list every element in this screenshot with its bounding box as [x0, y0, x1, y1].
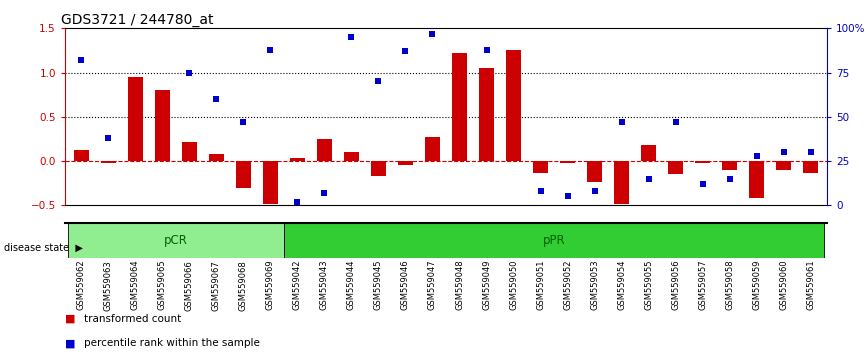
- Text: ■: ■: [65, 338, 75, 348]
- Point: [480, 47, 494, 52]
- Bar: [425, 137, 440, 161]
- Bar: [695, 161, 710, 163]
- Bar: [506, 51, 521, 161]
- Point: [695, 181, 709, 187]
- Text: disease state  ▶: disease state ▶: [4, 243, 83, 253]
- Bar: [398, 161, 413, 166]
- Bar: [74, 149, 88, 161]
- Text: transformed count: transformed count: [84, 314, 181, 324]
- Point: [372, 79, 385, 84]
- Bar: [100, 161, 116, 163]
- Bar: [263, 161, 278, 204]
- Bar: [722, 161, 737, 170]
- Bar: [371, 161, 386, 176]
- Bar: [614, 161, 629, 204]
- Bar: [290, 158, 305, 161]
- Point: [236, 119, 250, 125]
- Point: [290, 199, 304, 205]
- Bar: [749, 161, 764, 198]
- Point: [318, 190, 332, 196]
- Bar: [128, 77, 143, 161]
- Bar: [68, 223, 284, 258]
- Point: [804, 149, 818, 155]
- Point: [183, 70, 197, 75]
- Point: [263, 47, 277, 52]
- Bar: [284, 223, 824, 258]
- Text: pCR: pCR: [164, 234, 188, 247]
- Bar: [344, 152, 359, 161]
- Bar: [236, 161, 251, 188]
- Point: [588, 188, 602, 194]
- Point: [533, 188, 547, 194]
- Bar: [776, 161, 792, 170]
- Text: ■: ■: [65, 314, 75, 324]
- Bar: [452, 53, 467, 161]
- Bar: [804, 161, 818, 173]
- Point: [642, 176, 656, 182]
- Bar: [587, 161, 602, 182]
- Point: [398, 48, 412, 54]
- Bar: [209, 154, 223, 161]
- Point: [74, 57, 88, 63]
- Text: GDS3721 / 244780_at: GDS3721 / 244780_at: [61, 13, 214, 27]
- Point: [615, 119, 629, 125]
- Bar: [641, 145, 656, 161]
- Bar: [317, 139, 332, 161]
- Bar: [560, 161, 575, 163]
- Bar: [479, 68, 494, 161]
- Bar: [182, 142, 197, 161]
- Point: [101, 135, 115, 141]
- Point: [425, 31, 439, 36]
- Point: [210, 96, 223, 102]
- Text: percentile rank within the sample: percentile rank within the sample: [84, 338, 260, 348]
- Point: [750, 153, 764, 159]
- Point: [669, 119, 682, 125]
- Bar: [669, 161, 683, 175]
- Bar: [533, 161, 548, 172]
- Text: pPR: pPR: [543, 234, 565, 247]
- Bar: [155, 90, 170, 161]
- Point: [560, 194, 574, 199]
- Point: [777, 149, 791, 155]
- Point: [345, 34, 359, 40]
- Point: [723, 176, 737, 182]
